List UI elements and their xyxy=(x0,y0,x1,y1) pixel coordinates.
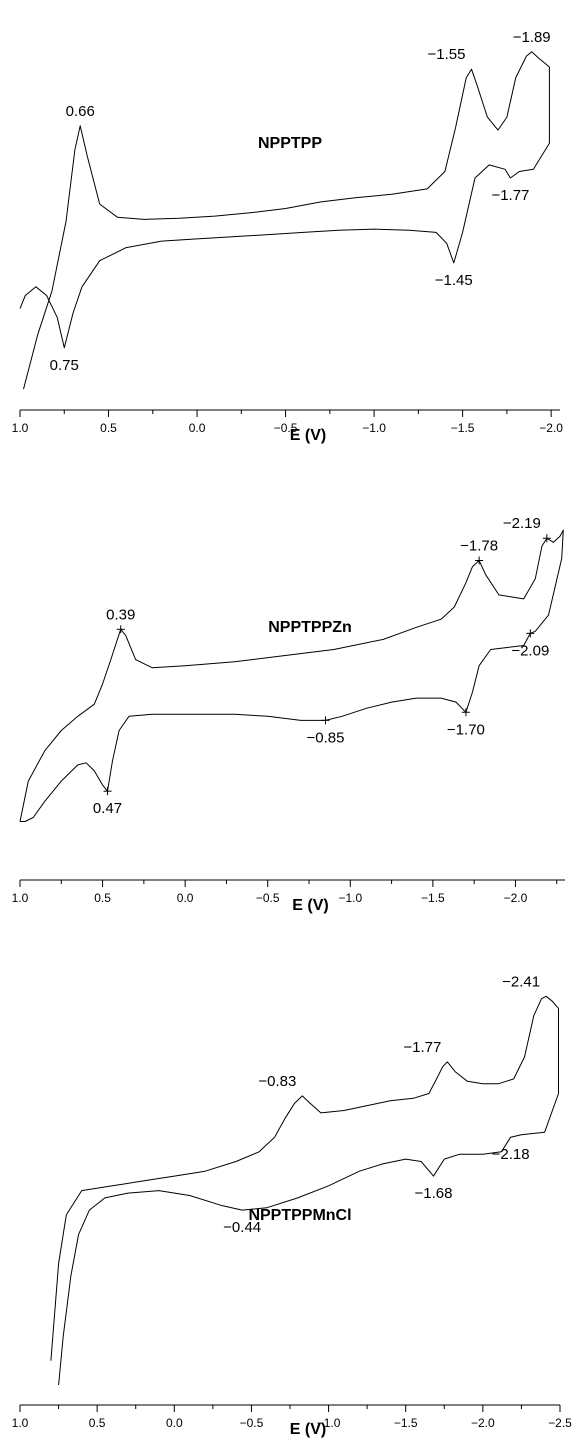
cv-trace xyxy=(19,51,550,390)
x-tick-label: 0.0 xyxy=(166,1416,183,1430)
peak-label: −0.83 xyxy=(258,1073,296,1090)
x-tick-label: 0.5 xyxy=(100,421,117,435)
peak-label: −1.55 xyxy=(428,46,466,63)
x-tick-label: 0.0 xyxy=(189,421,206,435)
x-tick-label: 1.0 xyxy=(12,1416,29,1430)
x-tick-label: −2.5 xyxy=(548,1416,572,1430)
x-axis-title: E (V) xyxy=(290,427,326,444)
peak-label: −1.45 xyxy=(435,272,473,289)
chart-panel-3: 1.0 0.5 0.0 −0.5 −1.0 −1.5 −2.0 −2.5 E (V) NPPTPP… xyxy=(12,973,573,1438)
peak-label: −0.44 xyxy=(223,1219,261,1236)
peak-label: 0.47 xyxy=(93,800,122,817)
x-tick-label: 0.5 xyxy=(94,891,111,905)
x-axis-title: E (V) xyxy=(292,897,328,914)
x-tick-label: −2.0 xyxy=(504,891,528,905)
x-tick-label: −0.5 xyxy=(240,1416,264,1430)
chart-title: NPPTPP xyxy=(258,135,322,152)
chart-panel-2: 1.0 0.5 0.0 −0.5 −1.0 −1.5 −2.0 E (V) NPPTPPZn 0.… xyxy=(12,515,565,914)
peak-label: −2.19 xyxy=(503,515,541,532)
chart-panel-1: 1.0 0.5 0.0 −0.5 −1.0 −1.5 −2.0 E (V) NPPTPP 0.66… xyxy=(12,29,564,444)
peak-label: −2.18 xyxy=(492,1146,530,1163)
x-tick-label: −0.5 xyxy=(256,891,280,905)
x-tick-label: −1.5 xyxy=(421,891,445,905)
peak-label: −1.89 xyxy=(513,29,551,46)
x-tick-label: −1.5 xyxy=(451,421,475,435)
cv-trace xyxy=(50,995,559,1386)
x-tick-label: −2.0 xyxy=(471,1416,495,1430)
x-tick-label: 1.0 xyxy=(12,421,29,435)
peak-label: 0.39 xyxy=(106,606,135,623)
peak-label: −1.70 xyxy=(447,721,485,738)
x-tick-label: −1.5 xyxy=(394,1416,418,1430)
chart-title: NPPTPPMnCl xyxy=(248,1207,351,1224)
x-tick-label: −1.0 xyxy=(317,1416,341,1430)
peak-label: −1.78 xyxy=(460,537,498,554)
chart-title: NPPTPPZn xyxy=(268,619,352,636)
peak-label: 0.75 xyxy=(50,357,79,374)
peak-label: −1.77 xyxy=(403,1039,441,1056)
peak-label: −1.68 xyxy=(415,1185,453,1202)
x-tick-label: −1.0 xyxy=(362,421,386,435)
x-tick-label: 1.0 xyxy=(12,891,29,905)
peak-label: −2.09 xyxy=(511,642,549,659)
x-tick-label: −1.0 xyxy=(338,891,362,905)
x-tick-label: 0.5 xyxy=(89,1416,106,1430)
peak-label: −2.41 xyxy=(502,973,540,990)
x-tick-label: 0.0 xyxy=(177,891,194,905)
peak-label: 0.66 xyxy=(66,103,95,120)
cv-trace xyxy=(19,529,564,822)
peak-label: −0.85 xyxy=(307,729,345,746)
x-tick-label: −0.5 xyxy=(274,421,298,435)
x-axis-title: E (V) xyxy=(290,1421,326,1438)
peak-label: −1.77 xyxy=(491,187,529,204)
x-tick-label: −2.0 xyxy=(539,421,563,435)
